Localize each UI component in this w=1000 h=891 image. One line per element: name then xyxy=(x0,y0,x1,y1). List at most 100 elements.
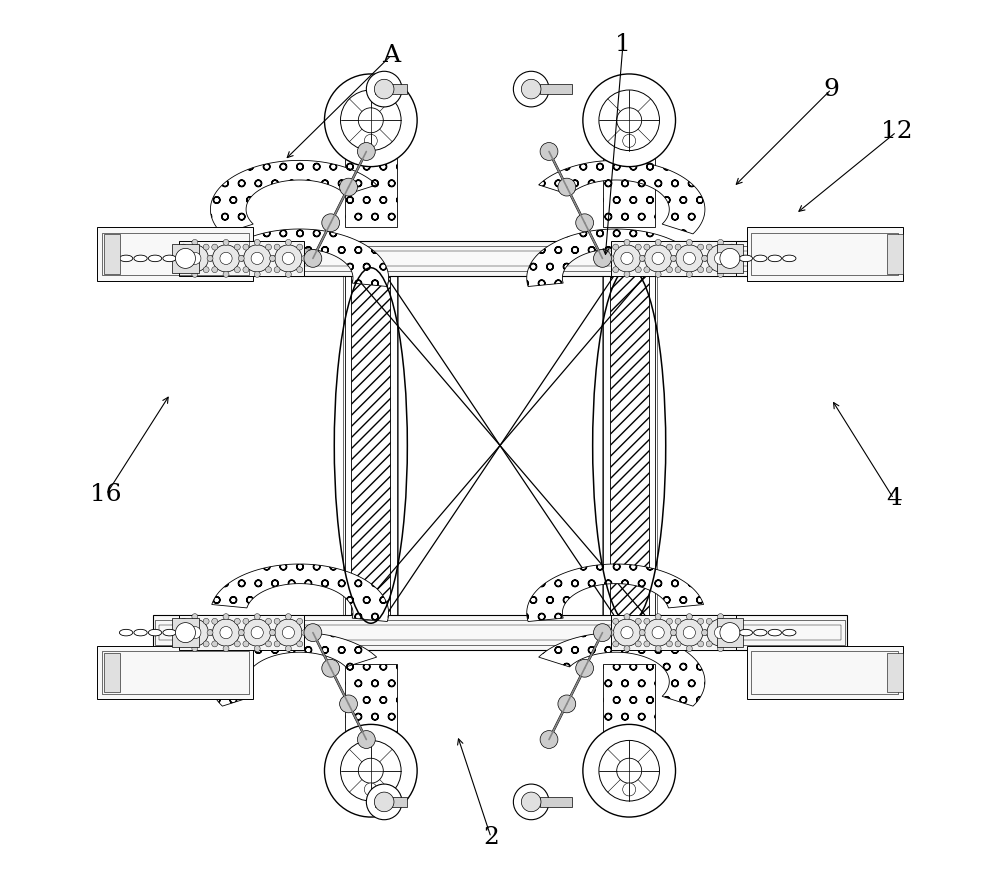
Circle shape xyxy=(655,272,661,277)
Circle shape xyxy=(640,256,646,261)
Circle shape xyxy=(243,266,249,273)
Circle shape xyxy=(655,614,661,619)
Circle shape xyxy=(671,256,677,261)
Circle shape xyxy=(621,626,633,639)
Circle shape xyxy=(686,614,692,619)
Bar xyxy=(345,664,397,744)
Ellipse shape xyxy=(739,629,753,636)
Circle shape xyxy=(181,245,208,272)
Circle shape xyxy=(521,792,541,812)
Ellipse shape xyxy=(783,629,796,636)
Bar xyxy=(887,234,903,274)
Circle shape xyxy=(702,256,708,261)
Circle shape xyxy=(666,244,672,250)
Circle shape xyxy=(322,659,340,677)
Circle shape xyxy=(239,256,245,261)
Circle shape xyxy=(176,256,182,261)
Circle shape xyxy=(639,256,645,261)
Circle shape xyxy=(594,249,611,267)
Bar xyxy=(604,95,654,147)
Circle shape xyxy=(297,244,303,250)
Bar xyxy=(610,276,649,615)
Ellipse shape xyxy=(754,629,767,636)
Circle shape xyxy=(251,626,263,639)
Circle shape xyxy=(698,266,704,273)
Circle shape xyxy=(608,630,614,635)
Circle shape xyxy=(613,266,619,273)
Circle shape xyxy=(698,641,704,647)
Bar xyxy=(153,241,847,276)
Circle shape xyxy=(635,266,641,273)
Circle shape xyxy=(364,135,377,147)
Circle shape xyxy=(189,252,201,265)
Circle shape xyxy=(621,252,633,265)
Circle shape xyxy=(243,618,249,625)
Circle shape xyxy=(613,245,641,272)
Bar xyxy=(172,618,199,647)
Bar xyxy=(351,276,390,615)
Circle shape xyxy=(357,143,375,160)
Circle shape xyxy=(274,244,280,250)
Circle shape xyxy=(301,256,307,261)
Circle shape xyxy=(285,272,291,277)
Bar xyxy=(179,241,304,276)
Text: A: A xyxy=(382,44,400,67)
Circle shape xyxy=(238,256,244,261)
Circle shape xyxy=(720,623,740,642)
Bar xyxy=(887,653,903,692)
Bar xyxy=(159,625,841,640)
Circle shape xyxy=(192,272,198,277)
Circle shape xyxy=(254,272,260,277)
Circle shape xyxy=(223,240,229,245)
Ellipse shape xyxy=(134,255,147,262)
Circle shape xyxy=(285,240,291,245)
Circle shape xyxy=(301,630,307,635)
Bar xyxy=(102,233,249,275)
Bar xyxy=(603,147,655,227)
Circle shape xyxy=(624,272,630,277)
Circle shape xyxy=(635,641,641,647)
Polygon shape xyxy=(210,160,377,233)
Circle shape xyxy=(176,630,182,635)
Circle shape xyxy=(675,618,681,625)
Circle shape xyxy=(324,724,417,817)
Circle shape xyxy=(223,646,229,651)
Circle shape xyxy=(706,266,712,273)
Bar xyxy=(751,233,898,275)
Circle shape xyxy=(275,245,302,272)
Circle shape xyxy=(274,641,280,647)
Circle shape xyxy=(243,641,249,647)
Circle shape xyxy=(275,619,302,646)
Ellipse shape xyxy=(768,255,781,262)
Circle shape xyxy=(594,624,611,642)
Circle shape xyxy=(558,178,576,196)
Bar xyxy=(346,744,396,796)
Circle shape xyxy=(675,641,681,647)
Bar xyxy=(346,95,396,147)
Circle shape xyxy=(644,266,650,273)
Bar xyxy=(352,755,390,769)
Circle shape xyxy=(244,619,271,646)
Circle shape xyxy=(282,626,294,639)
Bar xyxy=(172,244,199,273)
Bar xyxy=(611,241,736,276)
Circle shape xyxy=(212,618,218,625)
Bar xyxy=(717,618,743,647)
Circle shape xyxy=(640,630,646,635)
Ellipse shape xyxy=(739,255,753,262)
Ellipse shape xyxy=(754,255,767,262)
Circle shape xyxy=(513,71,549,107)
Polygon shape xyxy=(212,229,389,287)
Circle shape xyxy=(358,108,383,133)
Bar xyxy=(104,234,120,274)
Circle shape xyxy=(623,135,636,147)
Circle shape xyxy=(613,619,641,646)
Circle shape xyxy=(707,619,734,646)
Circle shape xyxy=(285,646,291,651)
Polygon shape xyxy=(527,229,704,287)
Circle shape xyxy=(270,630,276,635)
Circle shape xyxy=(203,266,209,273)
Circle shape xyxy=(624,614,630,619)
Circle shape xyxy=(540,143,558,160)
Bar xyxy=(603,664,655,744)
